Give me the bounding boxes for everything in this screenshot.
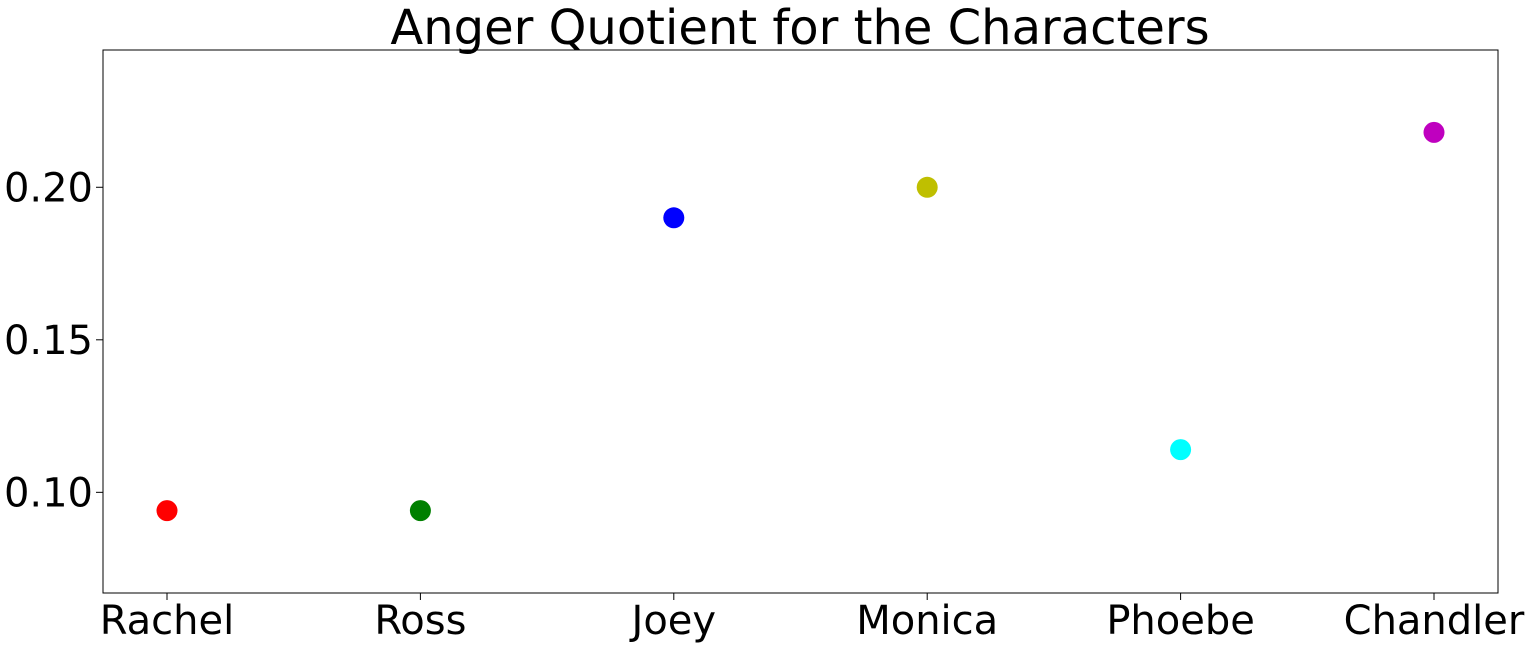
x-tick-label: Phoebe — [1106, 598, 1255, 644]
data-point-monica — [916, 176, 938, 198]
y-tick-label: 0.15 — [4, 318, 93, 364]
data-point-chandler — [1423, 121, 1445, 143]
y-axis: 0.10 0.15 0.20 — [4, 165, 103, 516]
data-point-joey — [663, 207, 685, 229]
data-point-ross — [409, 500, 431, 522]
chart-title: Anger Quotient for the Characters — [390, 0, 1209, 56]
x-tick-label: Joey — [629, 598, 717, 644]
data-point-rachel — [156, 500, 178, 522]
x-tick-label: Monica — [856, 598, 998, 644]
x-tick-label: Chandler — [1344, 598, 1525, 644]
plot-area — [102, 49, 1499, 594]
data-point-phoebe — [1170, 439, 1192, 461]
x-tick-label: Rachel — [100, 598, 235, 644]
x-axis: Rachel Ross Joey Monica Phoebe Chandler — [100, 593, 1525, 644]
data-points — [156, 121, 1445, 522]
x-tick-label: Ross — [374, 598, 466, 644]
y-tick-label: 0.20 — [4, 165, 93, 211]
y-tick-label: 0.10 — [4, 470, 93, 516]
